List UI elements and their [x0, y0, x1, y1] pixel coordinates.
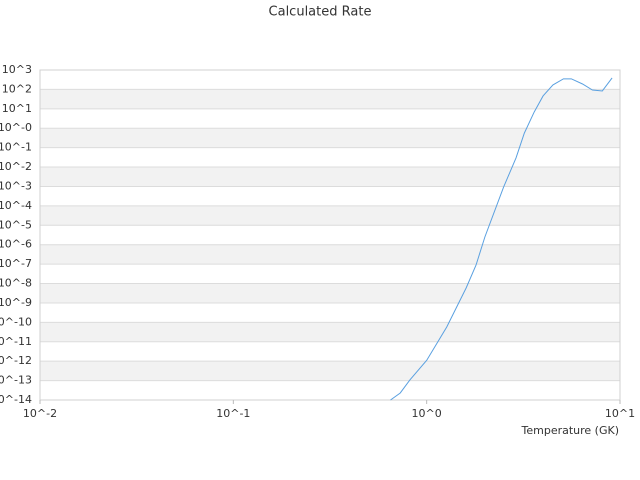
- x-tick-label: 10^0: [412, 407, 442, 420]
- y-tick-label: 10^-5: [0, 218, 32, 231]
- y-tick-label: 10^-8: [0, 277, 32, 290]
- y-tick-label: 10^-10: [0, 315, 32, 328]
- grid-band: [40, 322, 620, 342]
- y-tick-label: 10^1: [2, 102, 32, 115]
- y-tick-label: 10^2: [2, 82, 32, 95]
- y-tick-label: 10^-6: [0, 238, 32, 251]
- grid-band: [40, 244, 620, 265]
- y-tick-label: 10^-7: [0, 257, 32, 270]
- y-tick-label: 10^-4: [0, 199, 32, 212]
- y-tick-label: 10^-14: [0, 393, 32, 406]
- grid-band: [40, 89, 620, 109]
- y-tick-label: 10^-9: [0, 296, 32, 309]
- y-tick-label: 10^-11: [0, 335, 32, 348]
- grid-band: [40, 361, 620, 381]
- x-axis-label: Temperature (GK): [521, 424, 620, 437]
- grid-band: [40, 128, 620, 148]
- plot-frame: [39, 69, 621, 401]
- data-line: [390, 77, 613, 401]
- y-tick-label: 10^-3: [0, 179, 32, 192]
- grid-band: [40, 205, 620, 226]
- x-tick-label: 10^-2: [23, 407, 57, 420]
- y-tick-label: 10^-12: [0, 354, 32, 367]
- x-tick-label: 10^-1: [216, 407, 250, 420]
- y-tick-label: 10^3: [2, 63, 32, 76]
- y-tick-label: 10^-0: [0, 121, 32, 134]
- chart-title: Calculated Rate: [269, 5, 372, 20]
- y-tick-label: 10^-2: [0, 160, 32, 173]
- grid-band: [40, 283, 620, 303]
- y-tick-label: 10^-1: [0, 141, 32, 154]
- y-tick-label: 10^-13: [0, 374, 32, 387]
- x-tick-label: 10^1: [605, 407, 635, 420]
- grid-band: [40, 167, 620, 187]
